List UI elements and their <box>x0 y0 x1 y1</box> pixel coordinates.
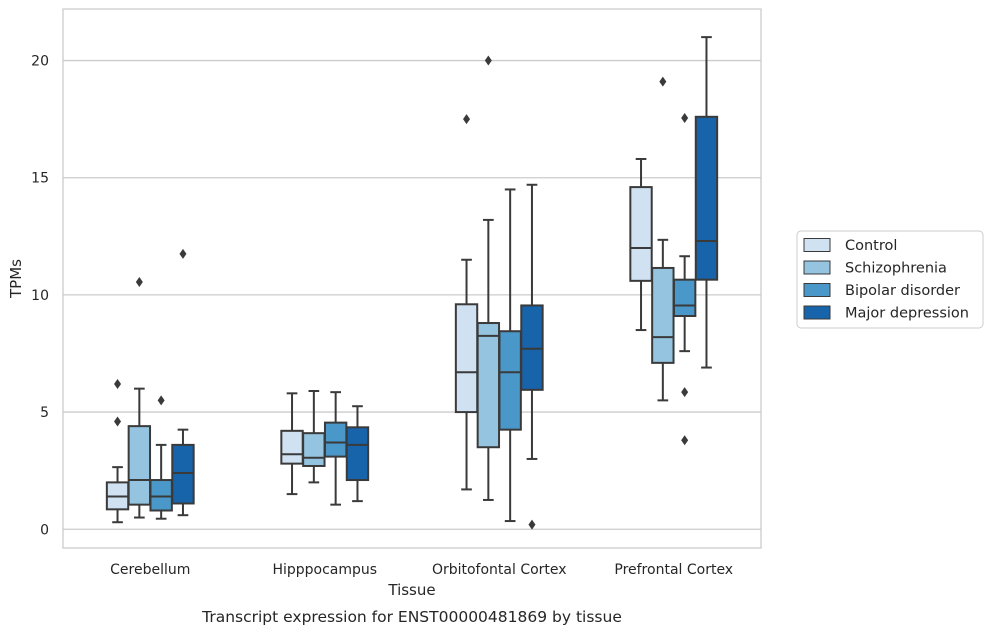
x-tick-label: Cerebellum <box>110 562 190 578</box>
legend: Control Schizophrenia Bipolar disorder Majo… <box>796 230 984 329</box>
legend-label: Bipolar disorder <box>845 283 960 299</box>
box-2-0 <box>149 395 173 520</box>
box-iqr <box>520 304 544 391</box>
outlier-point <box>528 519 536 530</box>
box-iqr <box>498 330 522 431</box>
grid-lines <box>63 59 761 530</box>
box-2-1 <box>323 391 348 506</box>
y-tick-label: 5 <box>40 405 49 421</box>
box-iqr <box>651 266 675 364</box>
y-tick-label: 15 <box>31 171 49 187</box>
chart-caption: Transcript expression for ENST0000048186… <box>201 608 622 626</box>
outlier-point <box>659 76 667 87</box>
legend-frame <box>796 230 984 329</box>
outlier-point <box>681 387 689 398</box>
legend-swatch <box>803 305 831 320</box>
box-iqr <box>476 322 501 449</box>
box-1-0 <box>127 277 152 519</box>
x-axis-label: Tissue <box>387 581 435 599</box>
box-iqr <box>672 278 697 317</box>
legend-label: Major depression <box>845 306 969 322</box>
x-tick-label: Hipppocampus <box>272 562 377 578</box>
box-iqr <box>345 426 370 482</box>
y-tick-labels: 0 5 10 15 20 <box>31 54 49 539</box>
outlier-point <box>484 55 492 66</box>
plot-frame <box>62 8 762 549</box>
box-0-2 <box>454 114 479 491</box>
box-iqr <box>694 115 719 281</box>
box-iqr <box>454 303 479 414</box>
box-iqr <box>323 421 348 458</box>
box-3-0 <box>171 248 195 517</box>
legend-label: Schizophrenia <box>845 261 947 277</box>
box-iqr <box>629 186 653 282</box>
box-1-1 <box>302 389 326 484</box>
box-iqr <box>280 429 304 465</box>
outlier-point <box>114 416 122 427</box>
box-iqr <box>171 443 195 505</box>
y-tick-label: 10 <box>31 288 49 304</box>
box-iqr <box>127 425 152 506</box>
box-3-1 <box>345 405 370 503</box>
outlier-point <box>463 114 471 125</box>
box-1-2 <box>476 55 501 501</box>
outlier-point <box>114 378 122 389</box>
x-tick-labels: Cerebellum Hipppocampus Orbitofontal Corte… <box>110 562 733 578</box>
box-0-3 <box>629 157 653 332</box>
outlier-point <box>179 248 187 259</box>
outlier-point <box>135 277 143 288</box>
outlier-point <box>157 395 165 406</box>
y-axis-label: TPMs <box>7 259 25 299</box>
box-2-3 <box>672 112 697 446</box>
y-tick-label: 0 <box>40 522 49 538</box>
box-3-3 <box>694 36 719 369</box>
box-0-1 <box>280 392 304 496</box>
legend-swatch <box>803 283 831 297</box>
outlier-point <box>681 112 689 123</box>
box-iqr <box>149 479 173 512</box>
x-tick-label: Prefrontal Cortex <box>614 562 733 578</box>
box-2-2 <box>498 188 522 523</box>
box-0-0 <box>105 378 130 524</box>
y-tick-label: 20 <box>31 54 49 70</box>
legend-swatch <box>803 260 831 275</box>
legend-label: Control <box>845 238 897 254</box>
box-1-3 <box>651 76 675 402</box>
legend-swatch <box>803 238 831 252</box>
x-tick-label: Orbitofontal Cortex <box>432 562 567 578</box>
outlier-point <box>681 435 689 446</box>
box-3-2 <box>520 183 544 530</box>
box-plot-marks <box>105 36 719 530</box>
box-iqr <box>302 432 326 467</box>
